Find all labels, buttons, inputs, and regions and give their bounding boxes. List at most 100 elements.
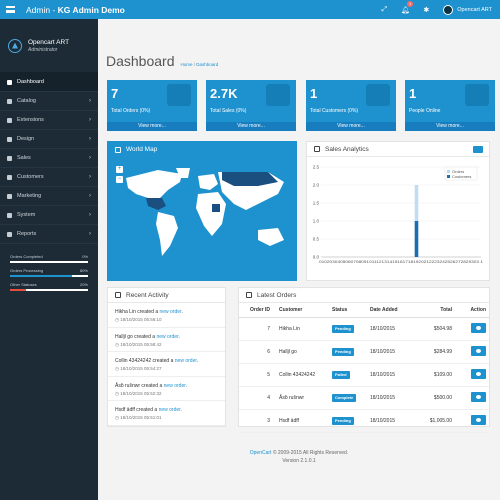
map-europe — [198, 174, 218, 190]
sales-chart: 0.0 0.5 1.0 1.5 2.0 2.5 0102030405060708091011… — [313, 165, 483, 265]
new-order-link[interactable]: new order — [174, 358, 197, 364]
activity-text: created a — [140, 382, 164, 389]
activity-time-text: 18/10/2015 05:51:01 — [120, 415, 162, 420]
sidebar-item-extensions[interactable]: Extensions › — [0, 111, 98, 130]
breadcrumb-home[interactable]: Home — [180, 62, 193, 67]
order-customer: Hikha Lin — [273, 317, 329, 341]
view-order-button[interactable] — [471, 368, 486, 379]
panel-heading: Recent Activity — [108, 288, 225, 303]
tile-label: Total Customers (0%) — [310, 108, 359, 114]
zoom-in-button[interactable]: + — [116, 166, 123, 173]
activity-time-text: 18/10/2015 05:52:32 — [120, 390, 162, 396]
order-date: 18/10/2015 — [367, 363, 415, 387]
clock-icon: ◷ — [115, 415, 121, 420]
sidebar-item-sales[interactable]: Sales › — [0, 149, 98, 168]
sidebar-item-label: System — [17, 212, 36, 218]
progress-bar — [10, 275, 88, 277]
order-id: 5 — [239, 363, 273, 387]
new-order-link[interactable]: new order — [156, 333, 179, 340]
view-order-button[interactable] — [471, 391, 486, 402]
table-row: 7 Hikha Lin Pending 18/10/2015 $504.98 — [239, 317, 489, 341]
tile-label: People Online — [409, 108, 441, 114]
calendar-dropdown-button[interactable] — [473, 146, 483, 153]
breadcrumb-current[interactable]: Dashboard — [196, 62, 219, 67]
globe-icon — [115, 146, 121, 153]
view-more-link[interactable]: View more... — [306, 122, 396, 131]
clock-icon: ◷ — [115, 341, 121, 347]
activity-text: created a — [135, 309, 160, 315]
col-status[interactable]: Status — [329, 303, 367, 318]
x-tick-labels: 0102030405060708091011121314151617181920… — [319, 260, 483, 264]
list-item: Hikha Lin created a new order. ◷ 18/10/20… — [108, 303, 225, 328]
activity-customer[interactable]: Hsdf ädff — [115, 407, 135, 413]
legend-label-customers: Customers — [452, 174, 471, 179]
user-menu[interactable]: Opencart ART — [443, 4, 492, 15]
sidebar-item-catalog[interactable]: Catalog › — [0, 92, 98, 111]
stat-label: Orders Completed — [10, 254, 43, 259]
list-item: Collin 43424242 created a new order. ◷ 18… — [108, 352, 225, 377]
view-more-link[interactable]: View more... — [206, 122, 296, 131]
view-more-link[interactable]: View more... — [107, 122, 197, 131]
new-order-link[interactable]: new order — [159, 309, 182, 315]
app-title[interactable]: Admin - KG Admin Demo — [26, 5, 125, 15]
panel-title: Latest Orders — [257, 291, 297, 299]
bell-icon[interactable]: 🔔︎ 1 — [400, 0, 414, 14]
stat-value: 20% — [79, 282, 88, 287]
order-id: 4 — [239, 386, 273, 410]
order-status: Complete — [329, 386, 367, 410]
view-order-button[interactable] — [471, 322, 486, 333]
chevron-right-icon: › — [89, 193, 91, 199]
activity-text: created a — [134, 407, 159, 413]
sidebar-item-label: Dashboard — [17, 79, 44, 85]
stat-label: Orders Processing — [10, 268, 44, 273]
view-order-button[interactable] — [471, 414, 486, 425]
list-item: Hsdf ädff created a new order. ◷ 18/10/20… — [108, 401, 225, 426]
tile-total-sales: 2.7K Total Sales (0%) View more... — [206, 80, 296, 131]
sidebar-item-reports[interactable]: Reports › — [0, 225, 98, 244]
table-row: 6 Halljl go Pending 18/10/2015 $284.99 — [239, 340, 489, 364]
activity-customer[interactable]: Collin 43424242 — [115, 358, 152, 364]
menu-toggle-button[interactable] — [0, 0, 20, 19]
life-ring-icon[interactable]: ✱ — [423, 6, 430, 14]
panel-heading: Latest Orders — [239, 288, 489, 303]
activity-customer[interactable]: Åsḃ rušnwr — [115, 382, 141, 389]
zoom-out-button[interactable]: − — [116, 176, 123, 183]
activity-customer[interactable]: Hikha Lin — [115, 309, 136, 315]
sidebar-item-design[interactable]: Design › — [0, 130, 98, 149]
profile-block[interactable]: Opencart ART Administrator — [0, 19, 98, 73]
opencart-link[interactable]: OpenCart — [249, 450, 272, 456]
cog-icon — [7, 212, 12, 218]
status-badge: Pending — [332, 347, 354, 356]
tile-value: 1 — [310, 86, 318, 101]
expand-icon[interactable]: ⤢ — [381, 5, 388, 13]
new-order-link[interactable]: new order — [158, 407, 181, 413]
sidebar-item-customers[interactable]: Customers › — [0, 168, 98, 187]
view-order-button[interactable] — [471, 345, 486, 356]
world-map-panel: World Map + − — [107, 141, 297, 281]
status-badge: Failed — [332, 370, 350, 379]
sidebar-item-system[interactable]: System › — [0, 206, 98, 225]
map-highlight-country — [212, 204, 220, 212]
new-order-link[interactable]: new order — [163, 382, 186, 389]
order-customer: Halljl go — [273, 340, 329, 364]
order-customer: Åsḃ rušnwr — [273, 386, 329, 410]
order-id: 7 — [239, 317, 273, 341]
hamburger-icon — [5, 6, 15, 13]
table-row: 4 Åsḃ rušnwr Complete 18/10/2015 $500.00 — [239, 386, 489, 410]
col-total[interactable]: Total — [415, 303, 455, 318]
col-date-added[interactable]: Date Added — [367, 303, 415, 318]
sidebar-item-marketing[interactable]: Marketing › — [0, 187, 98, 206]
col-customer[interactable]: Customer — [273, 303, 329, 318]
order-action — [455, 317, 489, 341]
order-total: $504.98 — [415, 317, 455, 341]
sidebar-item-dashboard[interactable]: Dashboard — [0, 73, 98, 92]
y-tick-label: 1.0 — [313, 219, 320, 224]
activity-customer[interactable]: Halljl go — [115, 333, 133, 340]
legend-swatch-orders — [447, 170, 450, 173]
world-map[interactable] — [118, 164, 294, 274]
title-prefix: Admin - — [26, 4, 58, 15]
col-order-id[interactable]: Order ID — [239, 303, 273, 318]
breadcrumb-separator: / — [192, 62, 197, 67]
view-more-link[interactable]: View more... — [405, 122, 495, 131]
order-id: 3 — [239, 409, 273, 433]
